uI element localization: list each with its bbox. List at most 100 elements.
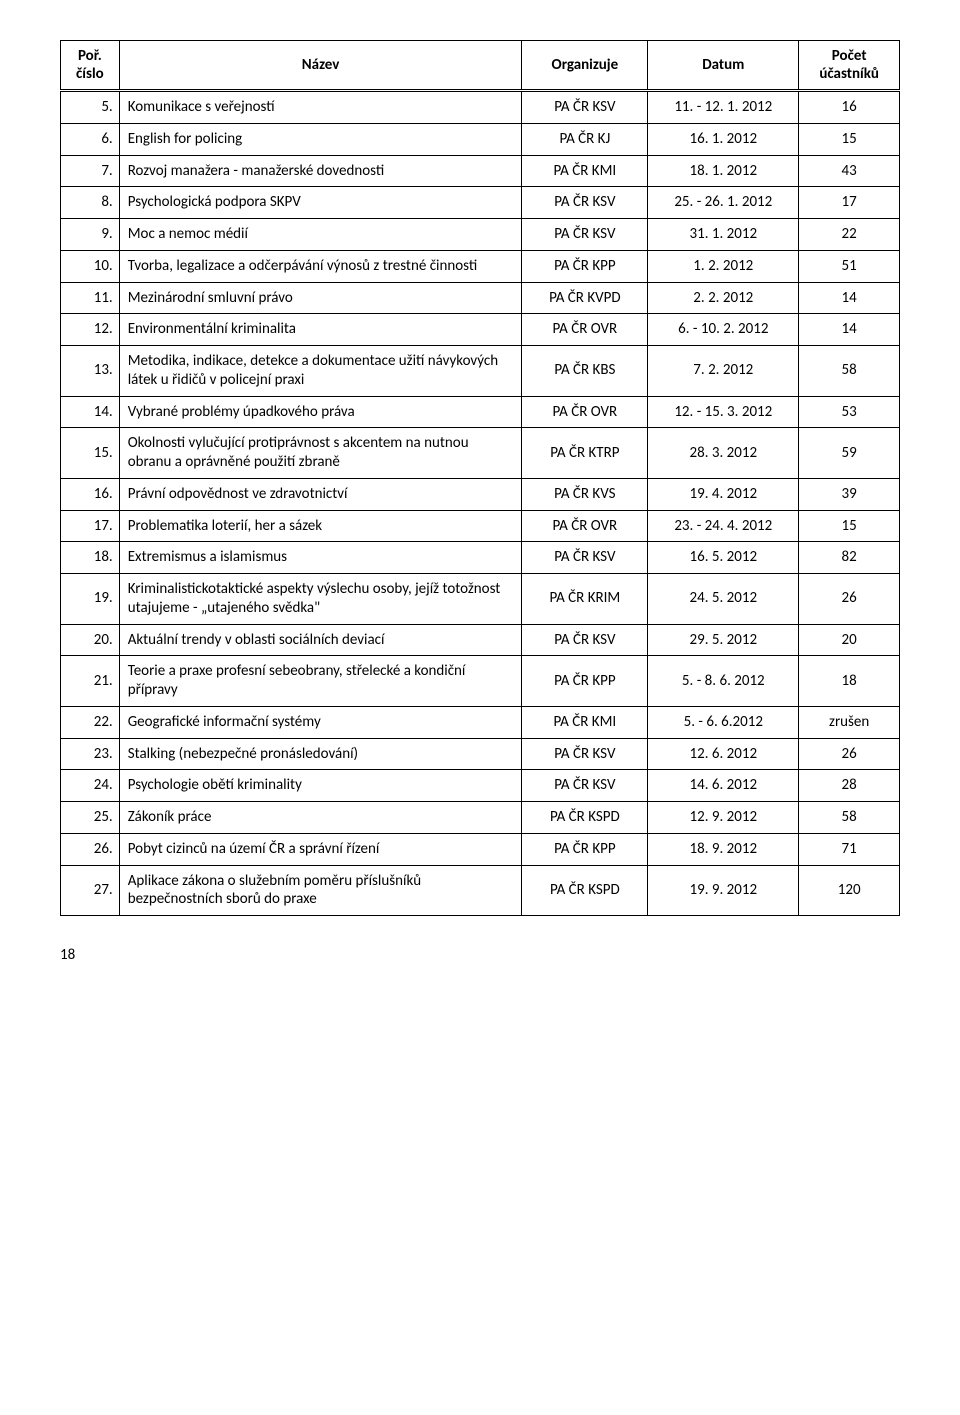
- cell-name: Mezinárodní smluvní právo: [119, 282, 522, 314]
- table-row: 9.Moc a nemoc médiíPA ČR KSV31. 1. 20122…: [61, 219, 900, 251]
- cell-name: Moc a nemoc médií: [119, 219, 522, 251]
- cell-name: English for policing: [119, 123, 522, 155]
- table-row: 15.Okolnosti vylučující protiprávnost s …: [61, 428, 900, 479]
- cell-date: 5. - 8. 6. 2012: [648, 656, 799, 707]
- cell-count: 71: [799, 833, 900, 865]
- cell-num: 18.: [61, 542, 120, 574]
- table-row: 18.Extremismus a islamismusPA ČR KSV16. …: [61, 542, 900, 574]
- table-row: 8.Psychologická podpora SKPVPA ČR KSV25.…: [61, 187, 900, 219]
- cell-count: 51: [799, 250, 900, 282]
- cell-num: 9.: [61, 219, 120, 251]
- cell-date: 1. 2. 2012: [648, 250, 799, 282]
- cell-count: 17: [799, 187, 900, 219]
- cell-count: 14: [799, 282, 900, 314]
- cell-count: 53: [799, 396, 900, 428]
- cell-org: PA ČR OVR: [522, 314, 648, 346]
- page-number: 18: [60, 946, 900, 964]
- cell-num: 19.: [61, 574, 120, 625]
- table-row: 23.Stalking (nebezpečné pronásledování)P…: [61, 738, 900, 770]
- cell-date: 16. 5. 2012: [648, 542, 799, 574]
- cell-name: Psychologická podpora SKPV: [119, 187, 522, 219]
- table-row: 16.Právní odpovědnost ve zdravotnictvíPA…: [61, 478, 900, 510]
- header-date: Datum: [648, 41, 799, 91]
- cell-count: 16: [799, 91, 900, 124]
- cell-count: 59: [799, 428, 900, 479]
- cell-num: 12.: [61, 314, 120, 346]
- cell-date: 7. 2. 2012: [648, 346, 799, 397]
- cell-org: PA ČR KVS: [522, 478, 648, 510]
- cell-date: 31. 1. 2012: [648, 219, 799, 251]
- cell-org: PA ČR KSPD: [522, 865, 648, 916]
- table-row: 20.Aktuální trendy v oblasti sociálních …: [61, 624, 900, 656]
- cell-org: PA ČR KBS: [522, 346, 648, 397]
- cell-date: 12. - 15. 3. 2012: [648, 396, 799, 428]
- header-count: Počet účastníků: [799, 41, 900, 91]
- cell-name: Psychologie obětí kriminality: [119, 770, 522, 802]
- cell-org: PA ČR OVR: [522, 510, 648, 542]
- table-row: 14.Vybrané problémy úpadkového právaPA Č…: [61, 396, 900, 428]
- cell-count: 14: [799, 314, 900, 346]
- cell-org: PA ČR KSPD: [522, 802, 648, 834]
- cell-org: PA ČR KPP: [522, 250, 648, 282]
- table-row: 13.Metodika, indikace, detekce a dokumen…: [61, 346, 900, 397]
- table-row: 12.Environmentální kriminalitaPA ČR OVR6…: [61, 314, 900, 346]
- cell-num: 17.: [61, 510, 120, 542]
- cell-date: 11. - 12. 1. 2012: [648, 91, 799, 124]
- cell-count: 18: [799, 656, 900, 707]
- cell-name: Teorie a praxe profesní sebeobrany, stře…: [119, 656, 522, 707]
- cell-name: Extremismus a islamismus: [119, 542, 522, 574]
- cell-count: 20: [799, 624, 900, 656]
- cell-num: 15.: [61, 428, 120, 479]
- cell-name: Vybrané problémy úpadkového práva: [119, 396, 522, 428]
- cell-date: 29. 5. 2012: [648, 624, 799, 656]
- header-num: Poř. číslo: [61, 41, 120, 91]
- cell-count: 26: [799, 738, 900, 770]
- table-row: 26.Pobyt cizinců na území ČR a správní ř…: [61, 833, 900, 865]
- cell-name: Geografické informační systémy: [119, 706, 522, 738]
- cell-date: 5. - 6. 6.2012: [648, 706, 799, 738]
- cell-org: PA ČR KMI: [522, 155, 648, 187]
- cell-num: 20.: [61, 624, 120, 656]
- cell-num: 22.: [61, 706, 120, 738]
- cell-count: 39: [799, 478, 900, 510]
- table-row: 7.Rozvoj manažera - manažerské dovednost…: [61, 155, 900, 187]
- cell-count: 26: [799, 574, 900, 625]
- cell-org: PA ČR KVPD: [522, 282, 648, 314]
- cell-name: Právní odpovědnost ve zdravotnictví: [119, 478, 522, 510]
- cell-count: 82: [799, 542, 900, 574]
- cell-org: PA ČR KSV: [522, 219, 648, 251]
- table-row: 27.Aplikace zákona o služebním poměru př…: [61, 865, 900, 916]
- cell-org: PA ČR KSV: [522, 542, 648, 574]
- cell-name: Zákoník práce: [119, 802, 522, 834]
- table-row: 11.Mezinárodní smluvní právoPA ČR KVPD2.…: [61, 282, 900, 314]
- cell-date: 23. - 24. 4. 2012: [648, 510, 799, 542]
- cell-name: Aplikace zákona o služebním poměru přísl…: [119, 865, 522, 916]
- table-body: 5.Komunikace s veřejností PA ČR KSV 11. - …: [61, 91, 900, 916]
- header-org: Organizuje: [522, 41, 648, 91]
- cell-count: 43: [799, 155, 900, 187]
- cell-date: 19. 9. 2012: [648, 865, 799, 916]
- table-row: 19.Kriminalistickotaktické aspekty výsle…: [61, 574, 900, 625]
- table-row: 24.Psychologie obětí kriminalityPA ČR KS…: [61, 770, 900, 802]
- cell-org: PA ČR KSV: [522, 738, 648, 770]
- cell-org: PA ČR KJ: [522, 123, 648, 155]
- cell-num: 10.: [61, 250, 120, 282]
- cell-name: Stalking (nebezpečné pronásledování): [119, 738, 522, 770]
- cell-org: PA ČR KSV: [522, 770, 648, 802]
- cell-num: 16.: [61, 478, 120, 510]
- cell-date: 25. - 26. 1. 2012: [648, 187, 799, 219]
- cell-date: 14. 6. 2012: [648, 770, 799, 802]
- cell-num: 21.: [61, 656, 120, 707]
- cell-name: Kriminalistickotaktické aspekty výslechu…: [119, 574, 522, 625]
- cell-num: 25.: [61, 802, 120, 834]
- cell-org: PA ČR KTRP: [522, 428, 648, 479]
- cell-name: Komunikace s veřejností: [119, 91, 522, 124]
- cell-num: 6.: [61, 123, 120, 155]
- table-row: 22.Geografické informační systémyPA ČR K…: [61, 706, 900, 738]
- cell-num: 5.: [61, 91, 120, 124]
- cell-name: Tvorba, legalizace a odčerpávání výnosů …: [119, 250, 522, 282]
- cell-org: PA ČR KRIM: [522, 574, 648, 625]
- cell-date: 19. 4. 2012: [648, 478, 799, 510]
- cell-count: 15: [799, 123, 900, 155]
- table-row: 5.Komunikace s veřejnostíPA ČR KSV11. - …: [61, 91, 900, 124]
